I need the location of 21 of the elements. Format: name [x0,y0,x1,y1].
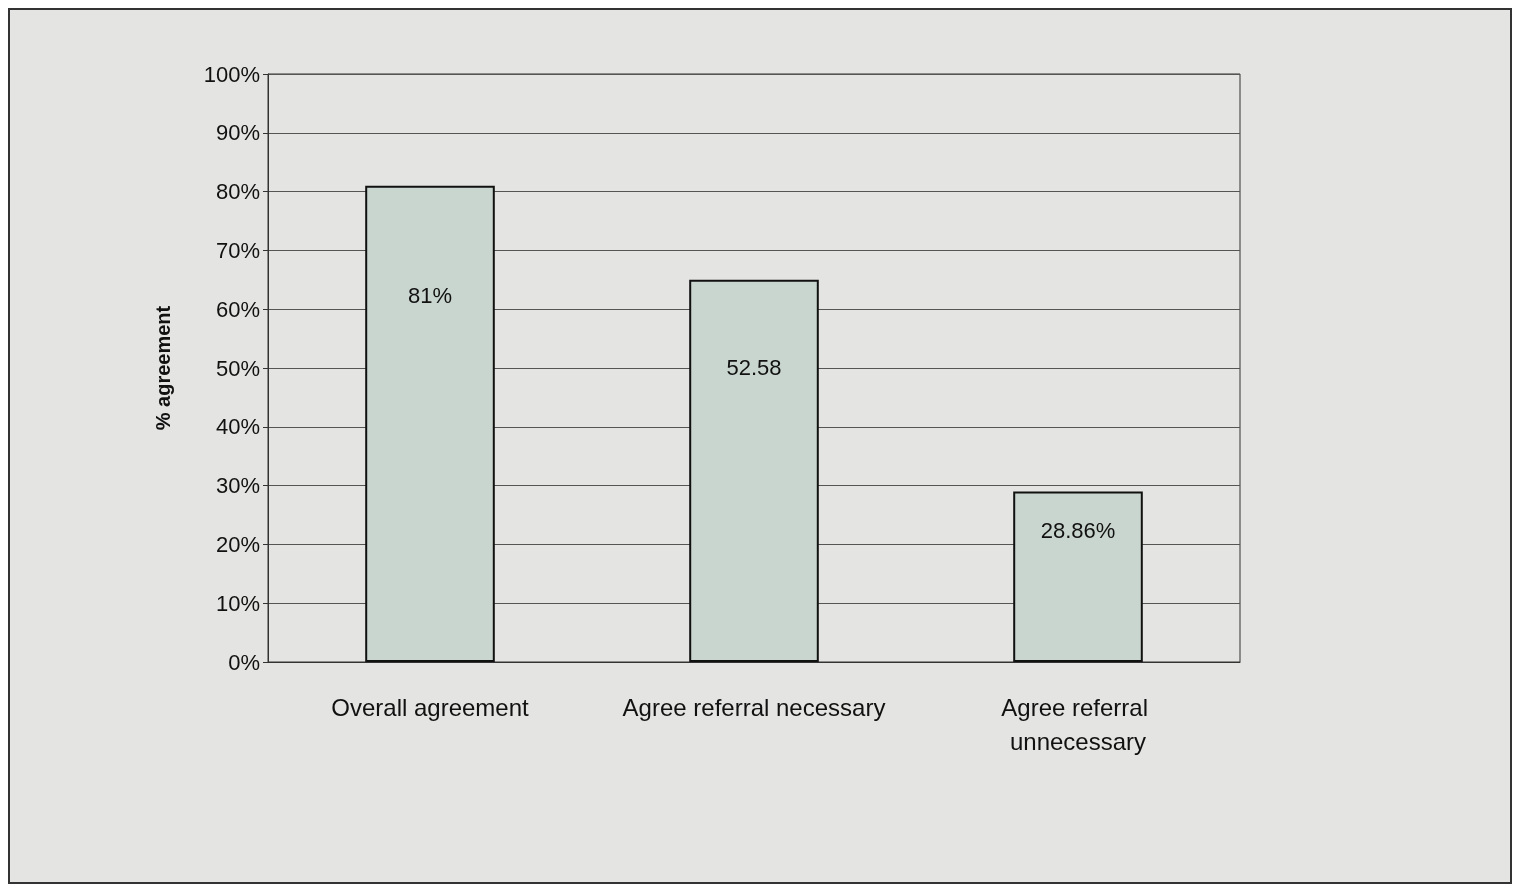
x-tick-label: Agree referral necessary [622,693,886,721]
y-tick-label: 100% [203,61,260,87]
y-tick-label: 40% [215,414,260,440]
annotation: 81% [407,282,453,308]
y-tick-label: 20% [215,531,260,557]
y-tick-label: 80% [215,179,260,205]
annotation: 28.86% [1040,518,1116,544]
y-tick-label: 90% [215,120,260,146]
x-tick-label: Overall agreement [331,693,530,721]
y-tick-label: 30% [215,473,260,499]
y-axis-title: % agreement [152,305,174,431]
y-tick-label: 0% [228,649,260,675]
bar [1013,491,1143,662]
bar [365,185,495,662]
bar [689,279,819,662]
y-tick-label: 50% [215,355,260,381]
x-tick-label: Agree referral unnecessary [1001,693,1155,755]
y-tick-label: 70% [215,237,260,263]
annotation: 52.58 [726,355,782,381]
y-tick-label: 60% [215,296,260,322]
y-tick-label: 10% [215,590,260,616]
